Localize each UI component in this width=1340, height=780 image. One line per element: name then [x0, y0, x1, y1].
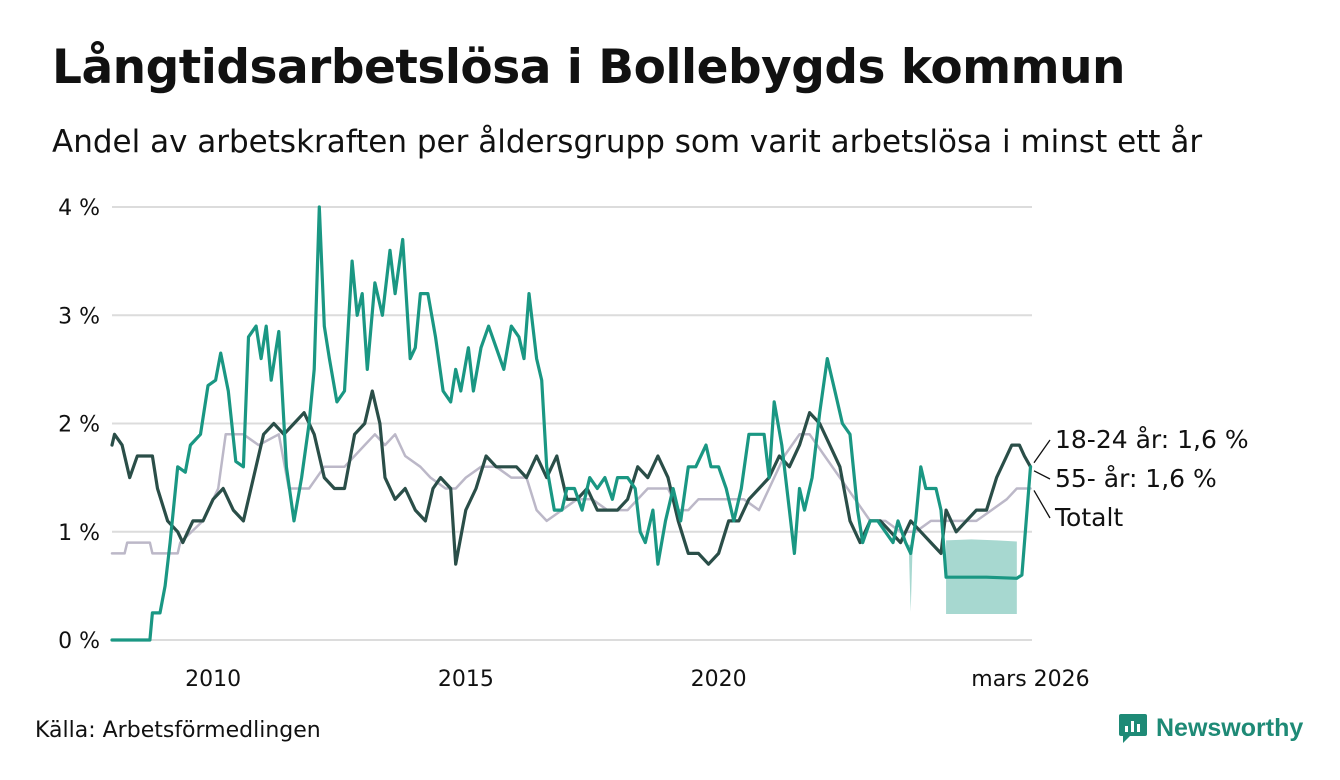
y-tick-label: 1 %	[58, 521, 100, 546]
x-tick-label: mars 2026	[971, 667, 1089, 692]
y-tick-label: 3 %	[58, 304, 100, 329]
end-label-leader	[1033, 439, 1051, 464]
x-tick-label: 2015	[438, 667, 494, 692]
series-lines	[110, 205, 1033, 642]
x-tick-label: 2020	[691, 667, 747, 692]
end-label-leader	[1033, 470, 1051, 480]
source-note: Källa: Arbetsförmedlingen	[35, 718, 321, 743]
series-line-55-r	[110, 389, 1033, 566]
end-labels: 18-24 år: 1,6 % 55- år: 1,6 % Totalt	[1033, 425, 1249, 532]
newsworthy-icon	[1119, 714, 1147, 743]
end-label: 55- år: 1,6 %	[1055, 464, 1217, 493]
chart-title: Långtidsarbetslösa i Bollebygds kommun	[52, 40, 1126, 95]
x-tick-label: 2010	[185, 667, 241, 692]
y-tick-label: 2 %	[58, 413, 100, 438]
y-axis-labels: 0 % 1 % 2 % 3 % 4 %	[58, 196, 100, 654]
end-label: Totalt	[1054, 503, 1123, 532]
y-tick-label: 4 %	[58, 196, 100, 221]
brand-name: Newsworthy	[1156, 713, 1304, 742]
uncertainty-band-spike	[908, 544, 913, 612]
x-axis-labels: 2010 2015 2020 mars 2026	[185, 667, 1090, 692]
brand-logo[interactable]: Newsworthy	[1118, 712, 1303, 744]
y-tick-label: 0 %	[58, 629, 100, 654]
series-line-18-24-r	[110, 205, 1033, 642]
end-label: 18-24 år: 1,6 %	[1055, 425, 1249, 454]
grid-lines	[112, 206, 1032, 641]
end-label-leader	[1033, 490, 1051, 519]
chart-subtitle: Andel av arbetskraften per åldersgrupp s…	[52, 124, 1203, 160]
